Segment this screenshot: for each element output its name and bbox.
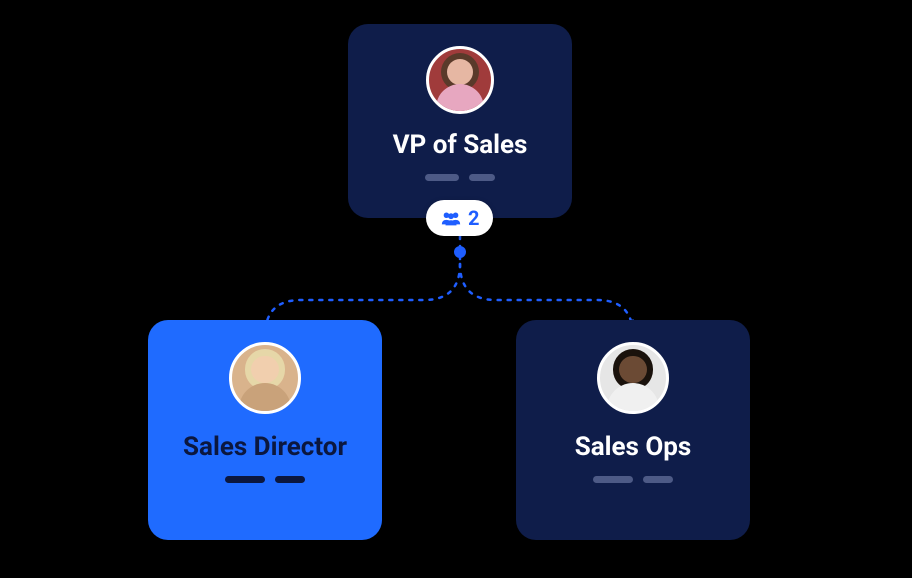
node-subline: [425, 174, 495, 181]
org-node-child[interactable]: Sales Ops: [516, 320, 750, 540]
node-title: Sales Ops: [575, 432, 692, 462]
node-subline: [593, 476, 673, 483]
connector-dot: [454, 246, 466, 258]
people-icon: [440, 210, 462, 226]
org-node-child[interactable]: Sales Director: [148, 320, 382, 540]
avatar: [229, 342, 301, 414]
avatar: [426, 46, 494, 114]
direct-reports-badge[interactable]: 2: [426, 200, 493, 236]
org-node-root[interactable]: VP of Sales: [348, 24, 572, 218]
node-title: Sales Director: [183, 432, 347, 462]
node-subline: [225, 476, 305, 483]
direct-reports-count: 2: [468, 206, 479, 230]
avatar: [597, 342, 669, 414]
node-title: VP of Sales: [393, 130, 528, 160]
